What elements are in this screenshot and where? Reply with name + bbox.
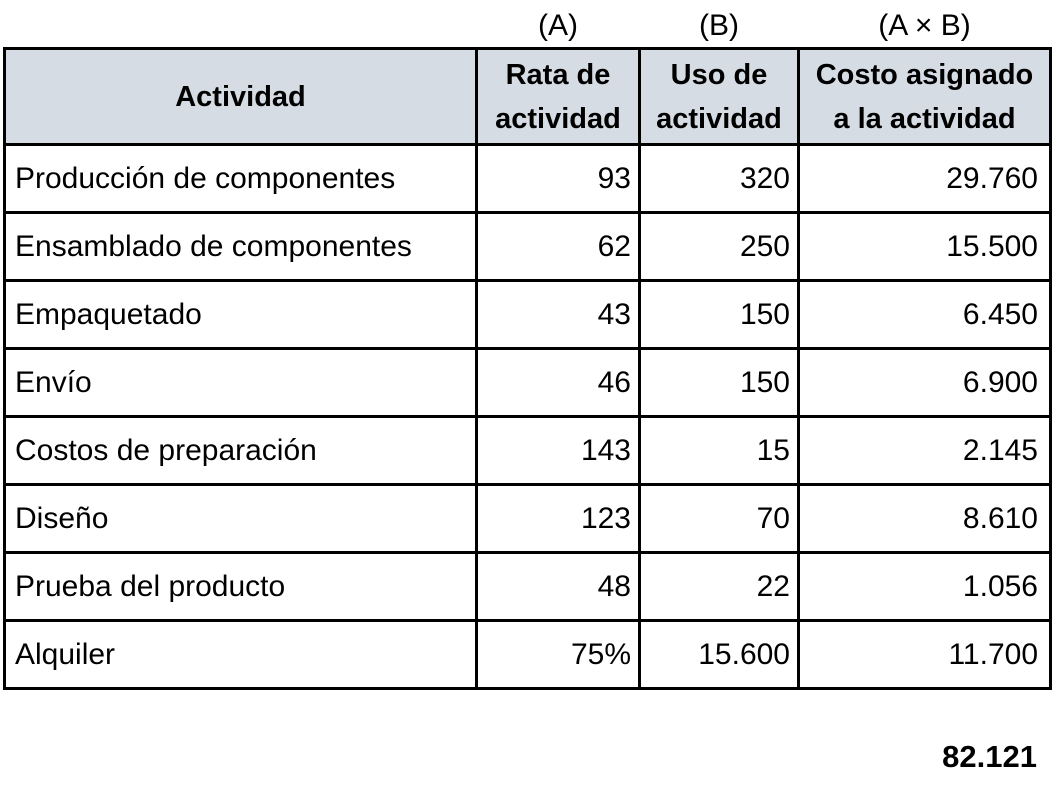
header-activity-rate: Rata de actividad bbox=[475, 47, 641, 146]
table-row: Envío 46 150 6.900 bbox=[3, 347, 1052, 418]
table-row: Producción de componentes 93 320 29.760 bbox=[3, 143, 1052, 214]
activity-cell: Costos de preparación bbox=[3, 415, 478, 486]
header-row: Actividad Rata de actividad Uso de activ… bbox=[3, 47, 1052, 146]
total-value: 82.121 bbox=[942, 739, 1037, 774]
rate-cell: 143 bbox=[475, 415, 641, 486]
table-row: Ensamblado de componentes 62 250 15.500 bbox=[3, 211, 1052, 282]
rate-cell: 93 bbox=[475, 143, 641, 214]
table-row: Alquiler 75% 15.600 11.700 bbox=[3, 619, 1052, 690]
header-activity-usage: Uso de actividad bbox=[638, 47, 800, 146]
rate-cell: 75% bbox=[475, 619, 641, 690]
column-label-axb: (A × B) bbox=[878, 9, 971, 42]
usage-cell: 15 bbox=[638, 415, 800, 486]
rate-cell: 62 bbox=[475, 211, 641, 282]
cost-cell: 29.760 bbox=[797, 143, 1052, 214]
usage-cell: 150 bbox=[638, 279, 800, 350]
activity-cell: Producción de componentes bbox=[3, 143, 478, 214]
usage-cell: 150 bbox=[638, 347, 800, 418]
header-activity: Actividad bbox=[3, 47, 478, 146]
header-activity-usage-line2: actividad bbox=[656, 102, 782, 135]
cost-cell: 6.900 bbox=[797, 347, 1052, 418]
usage-cell: 15.600 bbox=[638, 619, 800, 690]
table-row: Prueba del producto 48 22 1.056 bbox=[3, 551, 1052, 622]
column-label-b: (B) bbox=[699, 9, 739, 42]
table-row: Costos de preparación 143 15 2.145 bbox=[3, 415, 1052, 486]
cost-cell: 2.145 bbox=[797, 415, 1052, 486]
rate-cell: 43 bbox=[475, 279, 641, 350]
activity-cell: Diseño bbox=[3, 483, 478, 554]
usage-cell: 320 bbox=[638, 143, 800, 214]
rate-cell: 46 bbox=[475, 347, 641, 418]
activity-cost-table: Actividad Rata de actividad Uso de activ… bbox=[3, 47, 1052, 690]
usage-cell: 70 bbox=[638, 483, 800, 554]
header-activity-usage-line1: Uso de bbox=[670, 58, 768, 91]
activity-cell: Envío bbox=[3, 347, 478, 418]
table-row: Diseño 123 70 8.610 bbox=[3, 483, 1052, 554]
rate-cell: 123 bbox=[475, 483, 641, 554]
activity-cell: Empaquetado bbox=[3, 279, 478, 350]
activity-cell: Prueba del producto bbox=[3, 551, 478, 622]
header-activity-rate-line2: actividad bbox=[495, 102, 621, 135]
cost-cell: 11.700 bbox=[797, 619, 1052, 690]
total-row: 82.121 bbox=[3, 722, 1049, 792]
rate-cell: 48 bbox=[475, 551, 641, 622]
cost-cell: 8.610 bbox=[797, 483, 1052, 554]
cost-cell: 1.056 bbox=[797, 551, 1052, 622]
column-formula-labels: (A) (B) (A × B) bbox=[0, 0, 1054, 47]
activity-cell: Ensamblado de componentes bbox=[3, 211, 478, 282]
activity-cell: Alquiler bbox=[3, 619, 478, 690]
header-assigned-cost: Costo asignado a la actividad bbox=[797, 47, 1052, 146]
usage-cell: 250 bbox=[638, 211, 800, 282]
column-label-a: (A) bbox=[538, 9, 578, 42]
cost-cell: 6.450 bbox=[797, 279, 1052, 350]
header-assigned-cost-line1: Costo asignado bbox=[815, 58, 1034, 91]
table-row: Empaquetado 43 150 6.450 bbox=[3, 279, 1052, 350]
usage-cell: 22 bbox=[638, 551, 800, 622]
header-activity-rate-line1: Rata de bbox=[505, 58, 611, 91]
header-assigned-cost-line2: a la actividad bbox=[833, 102, 1016, 135]
cost-cell: 15.500 bbox=[797, 211, 1052, 282]
